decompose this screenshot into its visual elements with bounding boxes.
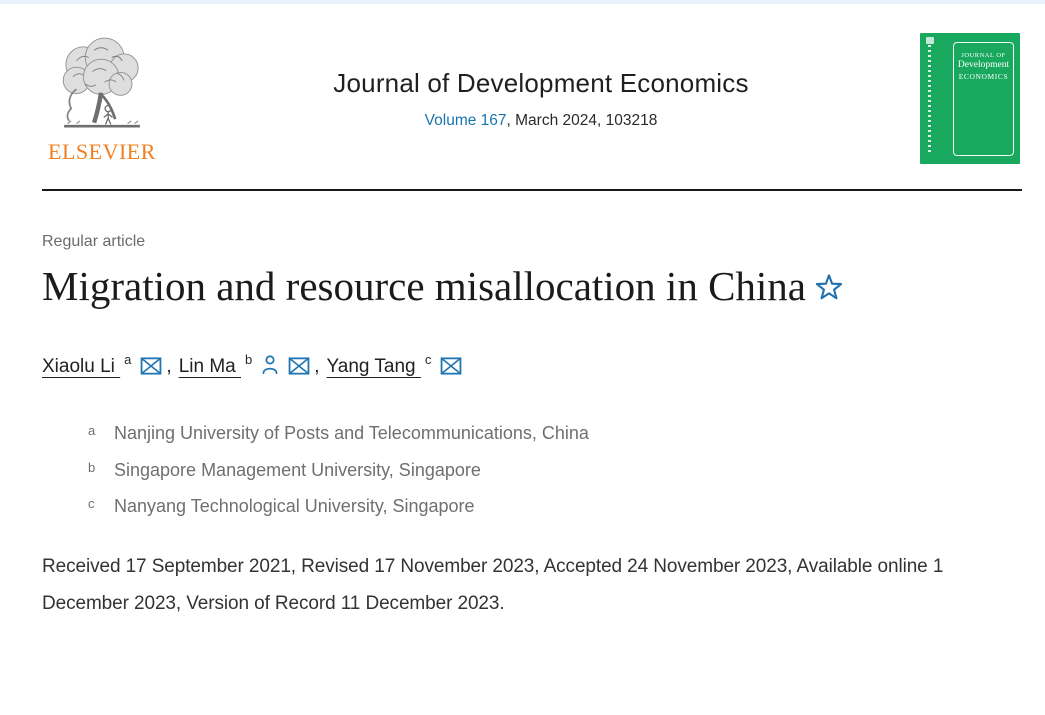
affiliation-text: Singapore Management University, Singapo… xyxy=(114,459,481,480)
author: Xiaolu Li a xyxy=(42,352,162,377)
article-history-dates: Received 17 September 2021, Revised 17 N… xyxy=(42,556,944,615)
journal-title-link[interactable]: Journal of Development Economics xyxy=(333,68,749,98)
envelope-icon[interactable] xyxy=(140,356,162,381)
cover-title-panel: JOURNAL OF Development ECONOMICS xyxy=(953,42,1014,156)
journal-cover-thumbnail[interactable]: JOURNAL OF Development ECONOMICS xyxy=(920,33,1020,164)
affiliation-superscript: c xyxy=(88,496,95,512)
author-name-link[interactable]: Lin Ma xyxy=(178,355,241,377)
elsevier-wordmark: ELSEVIER xyxy=(48,139,156,164)
affiliation-superscript: b xyxy=(88,459,96,475)
affiliation-superscript: a xyxy=(88,422,96,438)
affiliation-row: a Nanjing University of Posts and Telecom… xyxy=(88,423,1003,445)
issue-date-text: , March 2024, 103218 xyxy=(506,112,658,129)
author-affiliation-superscript: a xyxy=(124,352,132,368)
article-title: Migration and resource misallocation in … xyxy=(42,257,942,318)
cover-issn-mark-icon xyxy=(926,37,934,44)
elsevier-logo[interactable]: ELSEVIER xyxy=(42,28,162,165)
author-name-link[interactable]: Xiaolu Li xyxy=(42,355,121,377)
envelope-icon[interactable] xyxy=(288,356,310,381)
author-separator: , xyxy=(166,355,172,377)
cover-title-line1: JOURNAL OF xyxy=(961,52,1006,59)
person-icon[interactable] xyxy=(261,354,279,381)
elsevier-tree-icon xyxy=(62,37,140,128)
author-list: Xiaolu Li a, Lin Ma b, Yang Tang c xyxy=(42,352,1003,380)
author-name-link[interactable]: Yang Tang xyxy=(326,355,421,377)
volume-issue-line: Volume 167, March 2024, 103218 xyxy=(162,112,920,130)
cover-spine-decoration xyxy=(928,45,931,154)
author-separator: , xyxy=(314,355,320,377)
footnote-star-icon[interactable] xyxy=(814,260,844,318)
author-affiliation-superscript: b xyxy=(245,352,253,368)
author: Yang Tang c xyxy=(326,352,463,377)
cover-title-line3: ECONOMICS xyxy=(958,72,1009,82)
journal-header: ELSEVIER Journal of Development Economic… xyxy=(0,4,1045,166)
author-affiliation-superscript: c xyxy=(424,352,432,368)
affiliation-text: Nanyang Technological University, Singap… xyxy=(114,496,475,517)
article-info: Regular article Migration and resource m… xyxy=(0,233,1045,623)
affiliation-row: b Singapore Management University, Singap… xyxy=(88,460,1003,482)
journal-banner: Journal of Development Economics Volume … xyxy=(162,28,920,130)
cover-title-line2: Development xyxy=(957,60,1010,71)
header-divider xyxy=(42,189,1022,191)
author: Lin Ma b xyxy=(178,352,311,377)
affiliation-list: a Nanjing University of Posts and Telecom… xyxy=(42,423,1003,519)
volume-link[interactable]: Volume 167 xyxy=(424,112,507,129)
top-accent-strip xyxy=(0,0,1045,4)
envelope-icon[interactable] xyxy=(440,356,462,381)
affiliation-text: Nanjing University of Posts and Telecomm… xyxy=(114,422,589,443)
article-type-label: Regular article xyxy=(42,233,146,250)
affiliation-row: c Nanyang Technological University, Singa… xyxy=(88,496,1003,518)
